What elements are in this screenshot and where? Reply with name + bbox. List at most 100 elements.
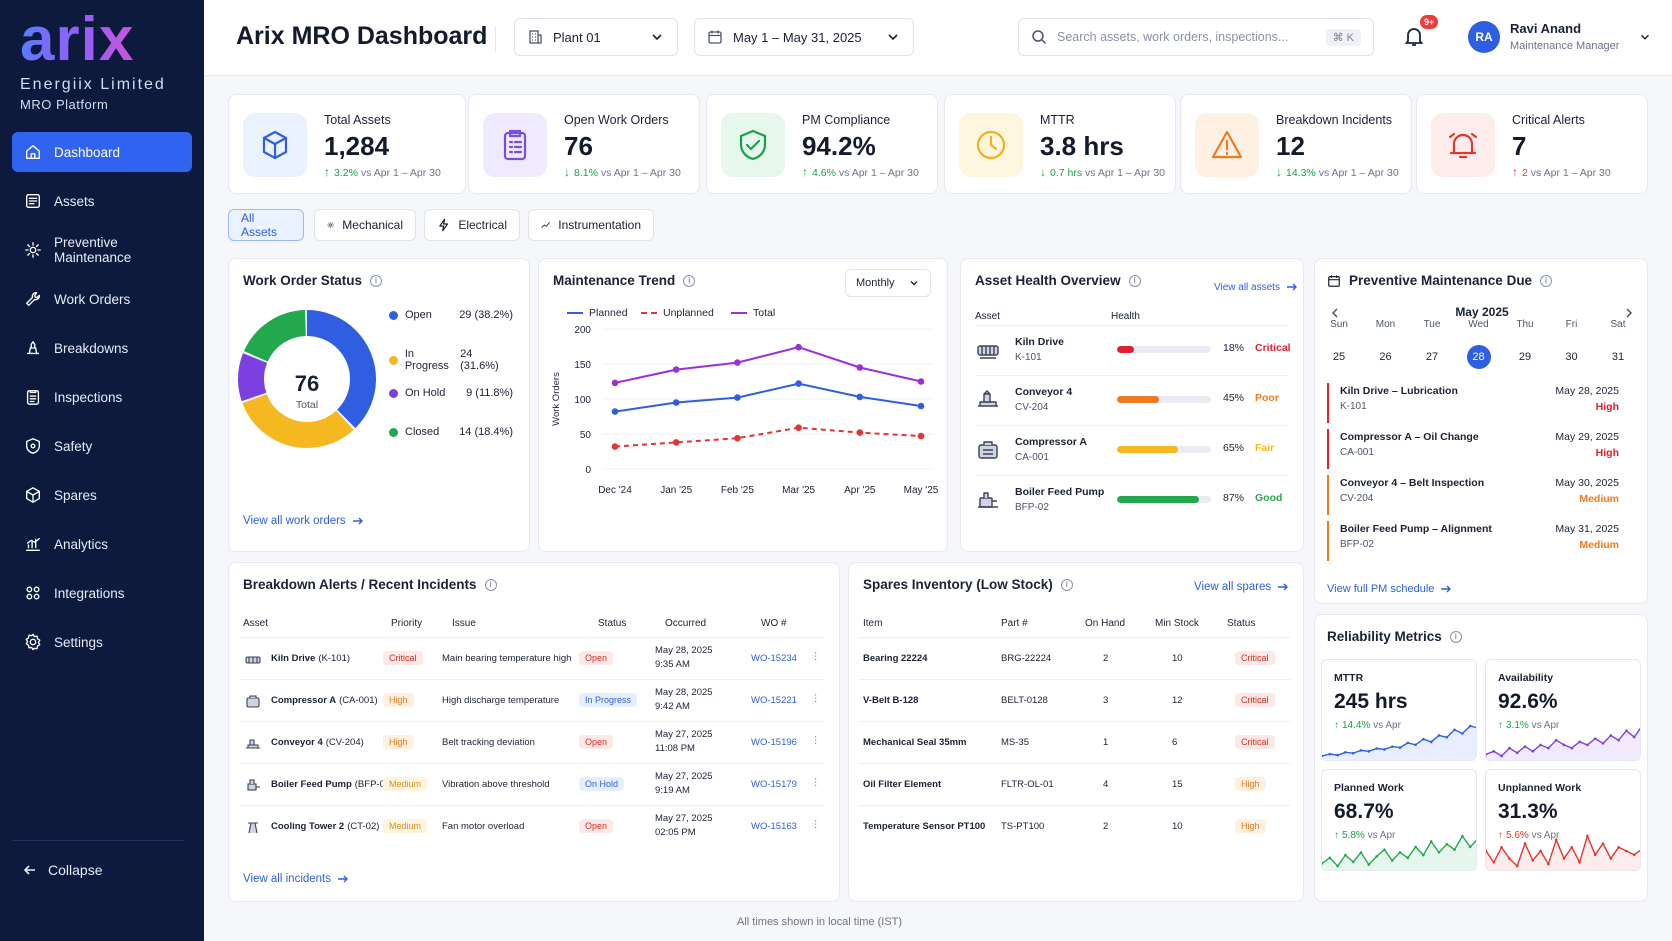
sidebar-item-dashboard[interactable]: Dashboard (12, 132, 192, 172)
view-all-work-orders-link[interactable]: View all work orders (243, 515, 364, 527)
kpi-card-mttr[interactable]: MTTR 3.8 hrs ↓ 0.7 hrs vs Apr 1 – Apr 30 (944, 94, 1176, 194)
data-point-planned[interactable] (734, 394, 741, 401)
legend-item[interactable]: Open 29 (38.2%) (389, 309, 513, 321)
filter-instrumentation[interactable]: Instrumentation (528, 209, 654, 241)
data-point-planned[interactable] (611, 408, 619, 415)
sidebar-item-integrations[interactable]: Integrations (12, 573, 192, 613)
data-point-total[interactable] (734, 359, 741, 366)
search-input[interactable]: Search assets, work orders, inspections.… (1018, 18, 1374, 56)
view-all-spares-link[interactable]: View all spares (1194, 581, 1289, 593)
table-row[interactable]: Temperature Sensor PT100 TS-PT100 2 10 High (859, 805, 1291, 847)
table-row[interactable]: Conveyor 4 (CV-204) High Belt tracking devi… (239, 721, 825, 763)
calendar-day[interactable]: 30 (1565, 351, 1578, 363)
kpi-card-critical-alerts[interactable]: Critical Alerts 7 ↑ 2 vs Apr 1 – Apr 30 (1416, 94, 1648, 194)
work-order-link[interactable]: WO-15196 (751, 737, 797, 748)
work-order-link[interactable]: WO-15179 (751, 779, 797, 790)
date-range-select[interactable]: May 1 – May 31, 2025 (694, 18, 914, 56)
filter-mechanical[interactable]: Mechanical (314, 209, 416, 241)
donut-slice-open[interactable] (238, 310, 376, 448)
data-point-total[interactable] (672, 366, 680, 373)
chevron-down-icon[interactable] (1638, 30, 1652, 44)
calendar-day[interactable]: 25 (1332, 351, 1346, 363)
kpi-card-breakdown-incidents[interactable]: Breakdown Incidents 12 ↓ 14.3% vs Apr 1 – A… (1180, 94, 1412, 194)
legend-item[interactable]: Planned (567, 307, 628, 319)
plant-select[interactable]: Plant 01 (514, 18, 678, 56)
filter-electrical[interactable]: Electrical (424, 209, 520, 241)
work-order-link[interactable]: WO-15234 (751, 653, 797, 664)
sidebar-item-breakdowns[interactable]: Breakdowns (12, 328, 192, 368)
asset-health-row[interactable]: Conveyor 4 CV-204 45% Poor (975, 375, 1289, 425)
view-full-pm-schedule-link[interactable]: View full PM schedule (1327, 583, 1452, 595)
view-all-assets-link[interactable]: View all assets (1214, 281, 1298, 293)
donut-slice-in-progress[interactable] (238, 310, 376, 448)
metric-card-planned-work[interactable]: Planned Work 68.7% ↑ 5.8% vs Apr (1321, 769, 1477, 871)
user-name[interactable]: Ravi Anand (1510, 21, 1582, 36)
data-point-unplanned[interactable] (672, 439, 680, 446)
sidebar-item-work-orders[interactable]: Work Orders (12, 279, 192, 319)
legend-item[interactable]: Closed 14 (18.4%) (389, 426, 513, 438)
pm-task[interactable]: Conveyor 4 – Belt Inspection CV-204 May 30… (1327, 475, 1619, 519)
more-options-icon[interactable]: ⋮ (811, 819, 821, 830)
bell-icon[interactable] (1402, 24, 1426, 48)
info-icon[interactable]: i (1449, 630, 1462, 643)
info-icon[interactable]: i (683, 274, 696, 287)
sidebar-item-analytics[interactable]: Analytics (12, 524, 192, 564)
calendar-day[interactable]: 27 (1425, 351, 1439, 363)
sidebar-item-spares[interactable]: Spares (12, 475, 192, 515)
more-options-icon[interactable]: ⋮ (811, 777, 821, 788)
brand-logo[interactable]: arix Energiix Limited MRO Platform (20, 9, 166, 113)
data-point-total[interactable] (917, 378, 925, 385)
sidebar-item-preventive-maintenance[interactable]: Preventive Maintenance (12, 230, 192, 270)
table-row[interactable]: Mechanical Seal 35mm MS-35 1 6 Critical (859, 721, 1291, 763)
table-row[interactable]: V-Belt B-128 BELT-0128 3 12 Critical (859, 679, 1291, 721)
more-options-icon[interactable]: ⋮ (811, 735, 821, 746)
pm-task[interactable]: Kiln Drive – Lubrication K-101 May 28, 202… (1327, 383, 1619, 427)
collapse-button[interactable]: Collapse (22, 862, 102, 878)
table-row[interactable]: Oil Filter Element FLTR-OL-01 4 15 High (859, 763, 1291, 805)
table-row[interactable]: Bearing 22224 BRG-22224 2 10 Critical (859, 637, 1291, 679)
data-point-planned[interactable] (917, 402, 925, 410)
info-icon[interactable]: i (1060, 578, 1073, 591)
table-row[interactable]: Cooling Tower 2 (CT-02) Medium Fan motor ov… (239, 805, 825, 847)
calendar-day[interactable]: 26 (1379, 351, 1392, 363)
legend-item[interactable]: In Progress 24 (31.6%) (389, 348, 513, 372)
sidebar-item-settings[interactable]: Settings (12, 622, 192, 662)
data-point-planned[interactable] (672, 399, 680, 406)
asset-health-row[interactable]: Compressor A CA-001 65% Fair (975, 425, 1289, 475)
legend-item[interactable]: Total (731, 307, 775, 319)
calendar-day[interactable]: 31 (1611, 351, 1625, 363)
data-point-planned[interactable] (795, 380, 802, 387)
asset-health-row[interactable]: Kiln Drive K-101 18% Critical (975, 325, 1291, 375)
data-point-unplanned[interactable] (795, 424, 802, 431)
data-point-unplanned[interactable] (856, 429, 864, 436)
data-point-total[interactable] (611, 379, 619, 387)
legend-item[interactable]: On Hold 9 (11.8%) (389, 387, 513, 399)
data-point-total[interactable] (856, 364, 864, 371)
pm-task[interactable]: Compressor A – Oil Change CA-001 May 29, 2… (1327, 429, 1619, 473)
sidebar-item-inspections[interactable]: Inspections (12, 377, 192, 417)
filter-all-assets[interactable]: All Assets (228, 209, 304, 241)
more-options-icon[interactable]: ⋮ (811, 651, 821, 662)
table-row[interactable]: Boiler Feed Pump (BFP-02) Medium Vibration … (239, 763, 825, 805)
kpi-card-pm-compliance[interactable]: PM Compliance 94.2% ↑ 4.6% vs Apr 1 – Apr 3… (706, 94, 938, 194)
table-row[interactable]: Compressor A (CA-001) High High discharge t… (239, 679, 825, 721)
info-icon[interactable]: i (1128, 274, 1141, 287)
calendar-day[interactable]: 28 (1466, 345, 1491, 369)
info-icon[interactable]: i (370, 274, 383, 287)
data-point-planned[interactable] (856, 393, 864, 401)
chevron-right-icon[interactable] (1623, 307, 1635, 319)
view-all-incidents-link[interactable]: View all incidents (243, 873, 349, 885)
legend-item[interactable]: Unplanned (641, 307, 714, 319)
data-point-total[interactable] (795, 343, 802, 351)
donut-slice-on-hold[interactable] (238, 310, 376, 448)
data-point-unplanned[interactable] (734, 434, 741, 442)
more-options-icon[interactable]: ⋮ (811, 693, 821, 704)
info-icon[interactable]: i (1540, 274, 1553, 287)
metric-card-unplanned-work[interactable]: Unplanned Work 31.3% ↑ 5.6% vs Apr (1485, 769, 1641, 871)
period-select[interactable]: Monthly (845, 269, 931, 297)
work-order-link[interactable]: WO-15221 (751, 695, 797, 706)
table-row[interactable]: Kiln Drive (K-101) Critical Main bearing te… (239, 637, 825, 679)
metric-card-availability[interactable]: Availability 92.6% ↑ 3.1% vs Apr (1485, 659, 1641, 761)
metric-card-mttr[interactable]: MTTR 245 hrs ↑ 14.4% vs Apr (1321, 659, 1477, 761)
calendar-day[interactable]: 29 (1518, 351, 1532, 363)
